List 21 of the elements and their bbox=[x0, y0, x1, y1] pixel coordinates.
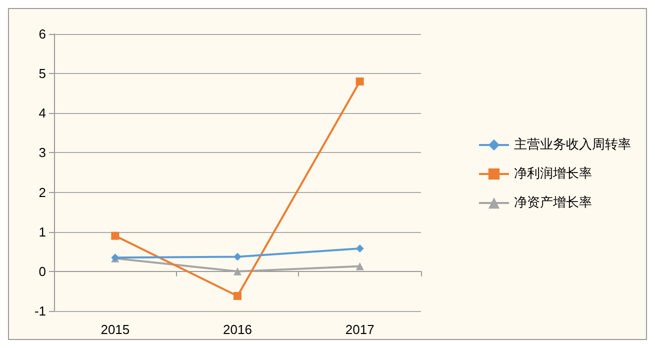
legend-label: 主营业务收入周转率 bbox=[514, 136, 631, 152]
point bbox=[234, 252, 242, 261]
point bbox=[111, 232, 120, 240]
x-tick-label: 2015 bbox=[100, 322, 130, 337]
point bbox=[356, 244, 364, 252]
legend-label: 净利润增长率 bbox=[514, 166, 592, 182]
y-tick-label: 3 bbox=[38, 145, 46, 160]
y-tick-label: 2 bbox=[38, 184, 46, 200]
y-tick-label: 0 bbox=[38, 264, 46, 279]
y-tick-label: -1 bbox=[34, 304, 46, 318]
y-tick-label: 4 bbox=[38, 106, 46, 121]
point bbox=[234, 267, 242, 276]
point bbox=[356, 77, 364, 86]
y-tick-label: 6 bbox=[38, 26, 46, 42]
x-tick-label: 2017 bbox=[345, 322, 374, 337]
x-tick-label: 2016 bbox=[223, 322, 252, 337]
y-tick-label: 5 bbox=[38, 66, 46, 82]
point bbox=[356, 262, 364, 270]
legend-label: 净资产增长率 bbox=[514, 194, 592, 210]
point bbox=[234, 292, 242, 300]
y-tick-label: 1 bbox=[38, 224, 46, 240]
